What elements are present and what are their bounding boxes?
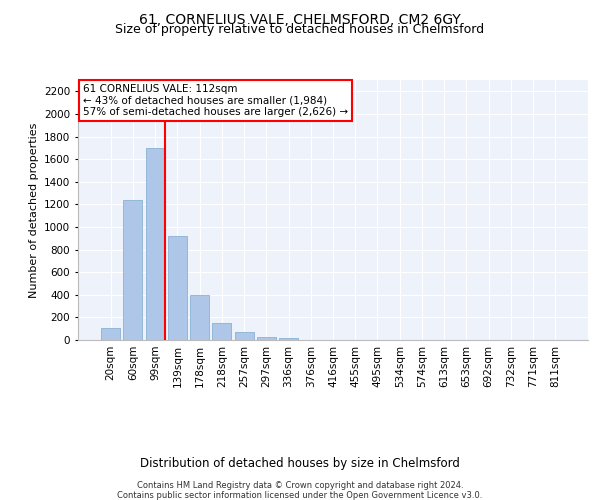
Bar <box>279 338 298 340</box>
Text: Contains HM Land Registry data © Crown copyright and database right 2024.: Contains HM Land Registry data © Crown c… <box>137 481 463 490</box>
Y-axis label: Number of detached properties: Number of detached properties <box>29 122 38 298</box>
Text: Size of property relative to detached houses in Chelmsford: Size of property relative to detached ho… <box>115 22 485 36</box>
Bar <box>146 148 164 340</box>
Bar <box>168 236 187 340</box>
Text: 61, CORNELIUS VALE, CHELMSFORD, CM2 6GY: 61, CORNELIUS VALE, CHELMSFORD, CM2 6GY <box>139 12 461 26</box>
Text: 61 CORNELIUS VALE: 112sqm
← 43% of detached houses are smaller (1,984)
57% of se: 61 CORNELIUS VALE: 112sqm ← 43% of detac… <box>83 84 348 117</box>
Bar <box>124 200 142 340</box>
Bar <box>101 328 120 340</box>
Bar <box>190 295 209 340</box>
Text: Contains public sector information licensed under the Open Government Licence v3: Contains public sector information licen… <box>118 491 482 500</box>
Text: Distribution of detached houses by size in Chelmsford: Distribution of detached houses by size … <box>140 458 460 470</box>
Bar <box>257 336 276 340</box>
Bar <box>212 323 231 340</box>
Bar <box>235 332 254 340</box>
